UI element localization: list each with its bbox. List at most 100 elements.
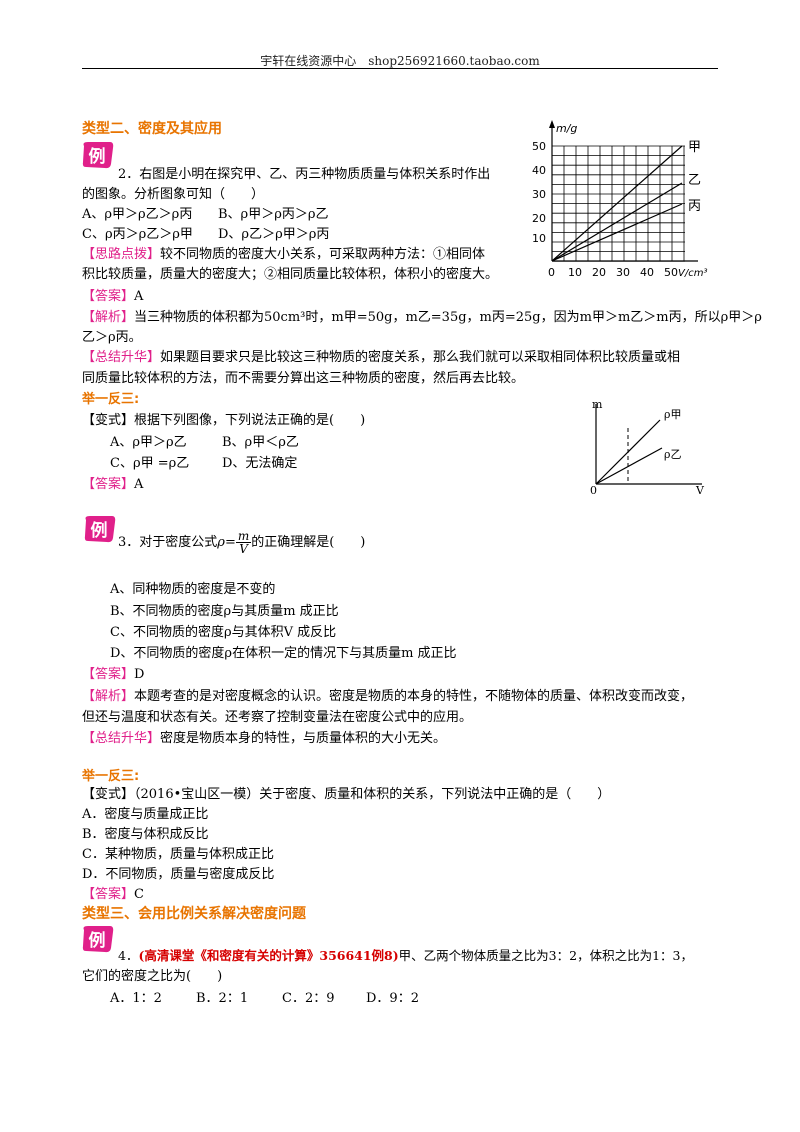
header-divider (82, 68, 718, 69)
q3-option-d: D、不同物质的密度ρ在体积一定的情况下与其质量m 成正比 (110, 646, 457, 661)
answer-tag: 【答案】 (82, 887, 135, 902)
q2-option-c: C、ρ丙＞ρ乙＞ρ甲 (82, 227, 193, 242)
mass-volume-chart: m/g 50 40 30 20 10 0 10 20 30 40 50 V/cm… (532, 120, 707, 279)
answer-value: A (134, 477, 144, 492)
q4-option-d: D．9：2 (366, 991, 419, 1006)
x-tick-label: 0 (548, 266, 555, 279)
ex1-option-a: A、ρ甲＞ρ乙 (110, 435, 187, 450)
ex1-question: 【变式】根据下列图像，下列说法正确的是( ) (82, 413, 366, 428)
q4-line1: 4．(高清课堂《和密度有关的计算》356641例8)甲、乙两个物体质量之比为3：… (118, 945, 693, 964)
analysis-tag: 【解析】 (82, 310, 135, 325)
fig2-origin-label: 0 (590, 484, 597, 497)
fig2-y-label: m (592, 398, 603, 411)
x-tick-label: 50 (664, 266, 678, 279)
series-label-bing: 丙 (688, 199, 701, 214)
q3-option-a: A、同种物质的密度是不变的 (110, 582, 276, 597)
formula-equals: = (224, 535, 236, 550)
practice-title-2: 举一反三: (82, 769, 140, 784)
q2-summary-line1: 【总结升华】如果题目要求只是比较这三种物质的密度关系，那么我们就可以采取相同体积… (82, 346, 680, 365)
x-tick-label: 20 (592, 266, 606, 279)
y-axis-label: m/g (556, 122, 577, 135)
q3-analysis-line1: 【解析】本题考查的是对密度概念的认识。密度是物质的本身的特性，不随物体的质量、体… (82, 685, 693, 704)
svg-text:例: 例 (91, 520, 108, 541)
q2-answer: 【答案】A (82, 285, 143, 304)
ex2-option-b: B．密度与体积成反比 (82, 827, 209, 842)
svg-text:例: 例 (89, 146, 106, 167)
q3-option-c: C、不同物质的密度ρ与其体积V 成反比 (110, 625, 337, 640)
fig2-rho-yi-label: ρ乙 (664, 448, 681, 461)
q4-option-b: B．2：1 (196, 991, 249, 1006)
answer-tag: 【答案】 (82, 667, 135, 682)
x-tick-label: 40 (640, 266, 654, 279)
summary-text: 密度是物质本身的特性，与质量体积的大小无关。 (160, 731, 447, 746)
q3-analysis-line2: 但还与温度和状态有关。还考察了控制变量法在密度公式中的应用。 (82, 710, 473, 725)
q2-summary-line2: 同质量比较体积的方法，而不需要分算出这三种物质的密度，然后再去比较。 (82, 371, 525, 386)
x-tick-label: 10 (568, 266, 582, 279)
q2-option-a: A、ρ甲＞ρ乙＞ρ丙 (82, 207, 193, 222)
answer-tag: 【答案】 (82, 289, 135, 304)
series-jia-line (551, 145, 683, 262)
fig2-line-yi (595, 447, 663, 485)
y-axis-arrow-icon (549, 120, 555, 128)
answer-value: D (134, 667, 145, 682)
fig2-rho-jia-label: ρ甲 (664, 408, 681, 421)
ex2-answer: 【答案】C (82, 883, 144, 902)
series-yi-line (551, 182, 683, 262)
ex1-option-c: C、ρ甲 =ρ乙 (110, 456, 190, 471)
q4-option-a: A．1：2 (110, 991, 162, 1006)
q2-hint-line2: 积比较质量，质量大的密度大；②相同质量比较体积，体积小的密度大。 (82, 267, 499, 282)
summary-tag: 【总结升华】 (82, 731, 161, 746)
analysis-text: 本题考查的是对密度概念的认识。密度是物质的本身的特性，不随物体的质量、体积改变而… (134, 689, 694, 704)
hint-tag: 【思路点拨】 (82, 247, 161, 262)
q2-analysis-line2: 乙＞ρ丙。 (82, 330, 142, 345)
y-tick-label: 50 (532, 140, 546, 153)
q3-prefix: 3．对于密度公式 (118, 535, 218, 550)
y-tick-label: 10 (532, 232, 546, 245)
ex2-question: 【变式】（2016•宝山区一模）关于密度、质量和体积的关系，下列说法中正确的是（… (82, 787, 611, 802)
example-badge-icon: 例 (82, 142, 114, 169)
ex2-option-c: C．某种物质，质量与体积成正比 (82, 847, 274, 862)
y-tick-label: 40 (532, 164, 546, 177)
formula-rho: ρ (217, 535, 225, 550)
ex2-option-a: A．密度与质量成正比 (82, 807, 209, 822)
series-bing-line (551, 203, 683, 262)
ex1-option-b: B、ρ甲＜ρ乙 (222, 435, 299, 450)
section-title-2: 类型二、密度及其应用 (82, 121, 222, 137)
answer-value: A (134, 289, 144, 304)
page-header: 宇轩在线资源中心 shop256921660.taobao.com (260, 54, 540, 68)
q2-option-d: D、ρ乙＞ρ甲＞ρ丙 (218, 227, 330, 242)
y-tick-label: 30 (532, 188, 546, 201)
example-badge-icon: 例 (82, 926, 114, 953)
summary-text: 如果题目要求只是比较这三种物质的密度关系，那么我们就可以采取相同体积比较质量或相 (160, 350, 681, 365)
ex1-answer: 【答案】A (82, 473, 143, 492)
summary-tag: 【总结升华】 (82, 350, 161, 365)
q3-question: 3．对于密度公式ρ= m V 的正确理解是( ) (118, 530, 365, 555)
q2-line1: 2．右图是小明在探究甲、乙、丙三种物质质量与体积关系时作出 (118, 167, 491, 182)
hint-text: 较不同物质的密度大小关系，可采取两种方法：①相同体 (160, 247, 486, 262)
q2-line2: 的图象。分析图象可知（ ） (82, 187, 265, 202)
example-badge-icon: 例 (84, 516, 116, 543)
svg-text:例: 例 (89, 930, 106, 951)
answer-tag: 【答案】 (82, 477, 135, 492)
section-title-3: 类型三、会用比例关系解决密度问题 (82, 906, 306, 922)
practice-title-1: 举一反三: (82, 392, 140, 407)
formula-numerator: m (235, 529, 252, 543)
q2-analysis-line1: 【解析】当三种物质的体积都为50cm³时，m甲=50g，m乙=35g，m丙=25… (82, 306, 762, 325)
q4-line2: 它们的密度之比为( ) (82, 969, 223, 984)
q4-text: 甲、乙两个物体质量之比为3：2，体积之比为1：3， (398, 948, 693, 963)
q4-option-c: C．2：9 (282, 991, 335, 1006)
formula-denominator: V (239, 542, 248, 556)
q4-number: 4． (118, 948, 139, 963)
q2-hint-line1: 【思路点拨】较不同物质的密度大小关系，可采取两种方法：①相同体 (82, 243, 485, 262)
ex2-option-d: D．不同物质，质量与密度成反比 (82, 867, 275, 882)
q2-option-b: B、ρ甲＞ρ丙＞ρ乙 (218, 207, 329, 222)
x-axis-label: V/cm³ (678, 268, 707, 279)
x-tick-label: 30 (616, 266, 630, 279)
q3-summary: 【总结升华】密度是物质本身的特性，与质量体积的大小无关。 (82, 727, 446, 746)
ex1-option-d: D、无法确定 (222, 456, 298, 471)
q3-answer: 【答案】D (82, 663, 144, 682)
rho-comparison-figure: m V 0 ρ甲 ρ乙 (590, 398, 705, 497)
series-label-yi: 乙 (688, 173, 701, 188)
q4-source-tag: (高清课堂《和密度有关的计算》356641例8) (138, 948, 399, 963)
analysis-tag: 【解析】 (82, 689, 135, 704)
